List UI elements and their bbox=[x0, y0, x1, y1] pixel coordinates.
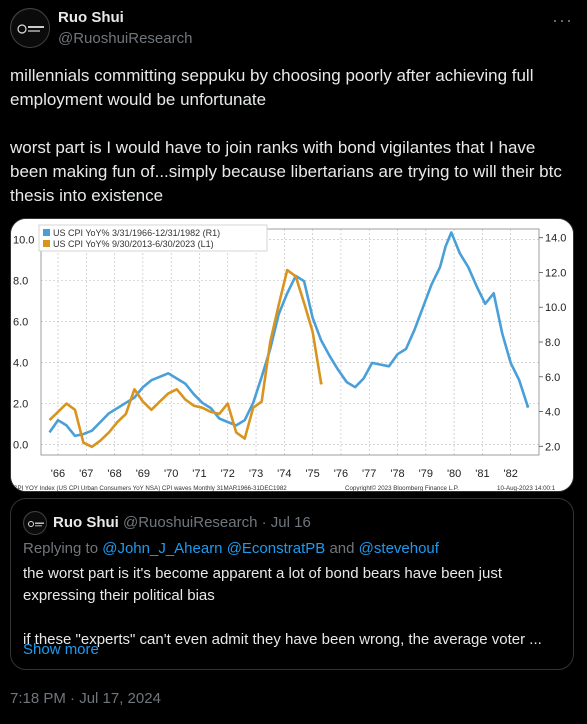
quote-author-name[interactable]: Ruo Shui bbox=[53, 514, 119, 531]
quote-paragraph: if these "experts" can't even admit they… bbox=[23, 631, 542, 648]
right-tick-label: 6.0 bbox=[545, 372, 560, 384]
tweet-paragraph: worst part is I would have to join ranks… bbox=[10, 138, 562, 205]
x-tick-label: '68 bbox=[107, 468, 121, 480]
tweet-header: Ruo Shui @RuoshuiResearch ··· bbox=[10, 8, 577, 50]
left-tick-label: 0.0 bbox=[13, 440, 28, 452]
series-line-2 bbox=[48, 268, 323, 449]
right-tick-label: 12.0 bbox=[545, 267, 566, 279]
x-tick-label: '77 bbox=[362, 468, 376, 480]
x-tick-label: '80 bbox=[447, 468, 461, 480]
chart-legend: US CPI YoY% 3/31/1966-12/31/1982 (R1) US… bbox=[38, 224, 268, 252]
series-end-point bbox=[526, 404, 530, 408]
reply-users-link[interactable]: @John_J_Ahearn @EconstratPB bbox=[102, 540, 326, 557]
chart-footer-date: 10-Aug-2023 14:00:1 bbox=[497, 485, 556, 492]
cpi-chart: '66 '67 '68 '69 '70 '71 '72 '73 '74 '75 '76 '77 '78 '… bbox=[11, 219, 573, 492]
x-tick-label: '74 bbox=[277, 468, 291, 480]
right-tick-label: 8.0 bbox=[545, 337, 560, 349]
left-tick-label: 4.0 bbox=[13, 358, 28, 370]
x-tick-label: '72 bbox=[221, 468, 235, 480]
quoted-tweet[interactable]: Ruo Shui @RuoshuiResearch · Jul 16 Reply… bbox=[10, 498, 574, 670]
x-tick-label: '79 bbox=[419, 468, 433, 480]
tweet-timestamp[interactable]: 7:18 PM · Jul 17, 2024 bbox=[10, 690, 161, 707]
avatar-logo-icon bbox=[24, 512, 46, 534]
author-avatar[interactable] bbox=[10, 8, 50, 48]
chart-footer-source: CPI YOY Index (US CPI Urban Consumers Yo… bbox=[13, 485, 287, 492]
right-tick-label: 4.0 bbox=[545, 407, 560, 419]
ellipsis-icon[interactable]: ··· bbox=[552, 10, 573, 30]
left-tick-label: 2.0 bbox=[13, 399, 28, 411]
tweet-paragraph: millennials committing seppuku by choosi… bbox=[10, 66, 534, 109]
tweet-text: millennials committing seppuku by choosi… bbox=[10, 64, 570, 208]
reply-last-user-link[interactable]: @stevehouf bbox=[358, 540, 439, 557]
left-tick-label: 10.0 bbox=[13, 234, 34, 246]
right-tick-label: 10.0 bbox=[545, 302, 566, 314]
x-tick-label: '81 bbox=[475, 468, 489, 480]
x-tick-label: '82 bbox=[504, 468, 518, 480]
x-tick-label: '75 bbox=[305, 468, 319, 480]
quote-date[interactable]: · Jul 16 bbox=[261, 514, 311, 531]
legend-label-2: US CPI YoY% 9/30/2013-6/30/2023 (L1) bbox=[53, 239, 214, 249]
x-tick-label: '71 bbox=[192, 468, 206, 480]
avatar-logo-icon bbox=[12, 10, 49, 47]
quote-paragraph: the worst part is it's become apparent a… bbox=[23, 565, 502, 604]
x-tick-label: '73 bbox=[249, 468, 263, 480]
series-end-point bbox=[319, 381, 323, 385]
quote-author-handle[interactable]: @RuoshuiResearch bbox=[123, 514, 258, 531]
right-tick-label: 2.0 bbox=[545, 441, 560, 453]
reply-and: and bbox=[329, 540, 355, 557]
x-tick-label: '66 bbox=[51, 468, 65, 480]
reply-context: Replying to @John_J_Ahearn @EconstratPB … bbox=[23, 539, 439, 559]
x-tick-label: '69 bbox=[136, 468, 150, 480]
right-tick-label: 14.0 bbox=[545, 233, 566, 245]
x-tick-label: '67 bbox=[79, 468, 93, 480]
left-tick-label: 8.0 bbox=[13, 275, 28, 287]
chart-image[interactable]: '66 '67 '68 '69 '70 '71 '72 '73 '74 '75 '76 '77 '78 '… bbox=[10, 218, 574, 492]
legend-swatch bbox=[43, 240, 50, 247]
x-tick-label: '78 bbox=[390, 468, 404, 480]
author-display-name[interactable]: Ruo Shui bbox=[58, 9, 124, 26]
legend-swatch bbox=[43, 229, 50, 236]
legend-label-1: US CPI YoY% 3/31/1966-12/31/1982 (R1) bbox=[53, 228, 220, 238]
x-tick-label: '76 bbox=[334, 468, 348, 480]
reply-prefix: Replying to bbox=[23, 540, 99, 557]
show-more-link[interactable]: Show more bbox=[23, 641, 99, 658]
chart-footer-copyright: Copyright© 2023 Bloomberg Finance L.P. bbox=[345, 485, 459, 492]
author-handle[interactable]: @RuoshuiResearch bbox=[58, 30, 193, 47]
left-tick-label: 6.0 bbox=[13, 316, 28, 328]
quote-author-avatar[interactable] bbox=[23, 511, 47, 535]
x-tick-label: '70 bbox=[164, 468, 178, 480]
quote-text: the worst part is it's become apparent a… bbox=[23, 563, 563, 651]
